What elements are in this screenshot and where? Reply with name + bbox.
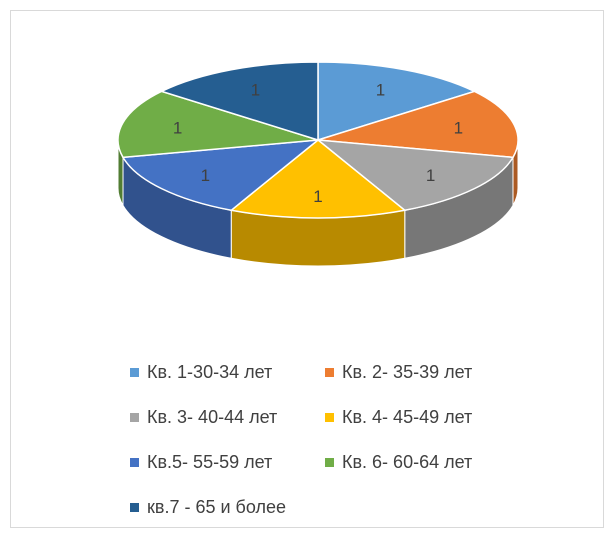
legend-label: Кв. 4- 45-49 лет <box>342 406 473 427</box>
pie-slice-2 <box>317 90 519 159</box>
pie-slice-7 <box>159 61 319 142</box>
legend-swatch <box>325 412 334 422</box>
pie-slice-1 <box>317 61 477 142</box>
legend-row: Кв. 3- 40-44 лет Кв. 4- 45-49 лет <box>130 405 530 429</box>
data-label: 1 <box>313 187 322 206</box>
legend-swatch <box>325 457 334 467</box>
legend-label: кв.7 - 65 и более <box>147 496 286 517</box>
legend-label: Кв. 1-30-34 лет <box>147 361 273 382</box>
data-label: 1 <box>173 119 182 138</box>
legend-item-q1: Кв. 1-30-34 лет <box>130 360 325 384</box>
data-label: 1 <box>251 80 260 99</box>
data-label: 1 <box>376 80 385 99</box>
pie-slice-3 <box>315 139 515 212</box>
legend-item-q6: Кв. 6- 60-64 лет <box>325 450 472 474</box>
legend-swatch <box>130 412 139 422</box>
legend-row: Кв. 1-30-34 лет Кв. 2- 35-39 лет <box>130 360 530 384</box>
legend-item-q4: Кв. 4- 45-49 лет <box>325 405 472 429</box>
chart-legend: Кв. 1-30-34 лет Кв. 2- 35-39 лет Кв. 3- … <box>130 360 530 540</box>
legend-item-q3: Кв. 3- 40-44 лет <box>130 405 325 429</box>
legend-swatch <box>130 367 139 377</box>
legend-item-q5: Кв.5- 55-59 лет <box>130 450 325 474</box>
legend-row: Кв.5- 55-59 лет Кв. 6- 60-64 лет <box>130 450 530 474</box>
legend-swatch <box>325 367 334 377</box>
legend-swatch <box>130 457 139 467</box>
legend-row: кв.7 - 65 и более <box>130 495 530 519</box>
data-label: 1 <box>426 166 435 185</box>
pie-slice-6 <box>117 90 319 159</box>
legend-label: Кв. 3- 40-44 лет <box>147 406 278 427</box>
pie-slice-4 <box>229 139 407 219</box>
legend-item-q2: Кв. 2- 35-39 лет <box>325 360 472 384</box>
legend-label: Кв. 6- 60-64 лет <box>342 451 473 472</box>
legend-item-q7: кв.7 - 65 и более <box>130 495 325 519</box>
data-label: 1 <box>454 119 463 138</box>
legend-label: Кв. 2- 35-39 лет <box>342 361 473 382</box>
legend-swatch <box>130 502 139 512</box>
data-label: 1 <box>201 166 210 185</box>
pie-slice-5 <box>121 139 321 212</box>
legend-label: Кв.5- 55-59 лет <box>147 451 273 472</box>
